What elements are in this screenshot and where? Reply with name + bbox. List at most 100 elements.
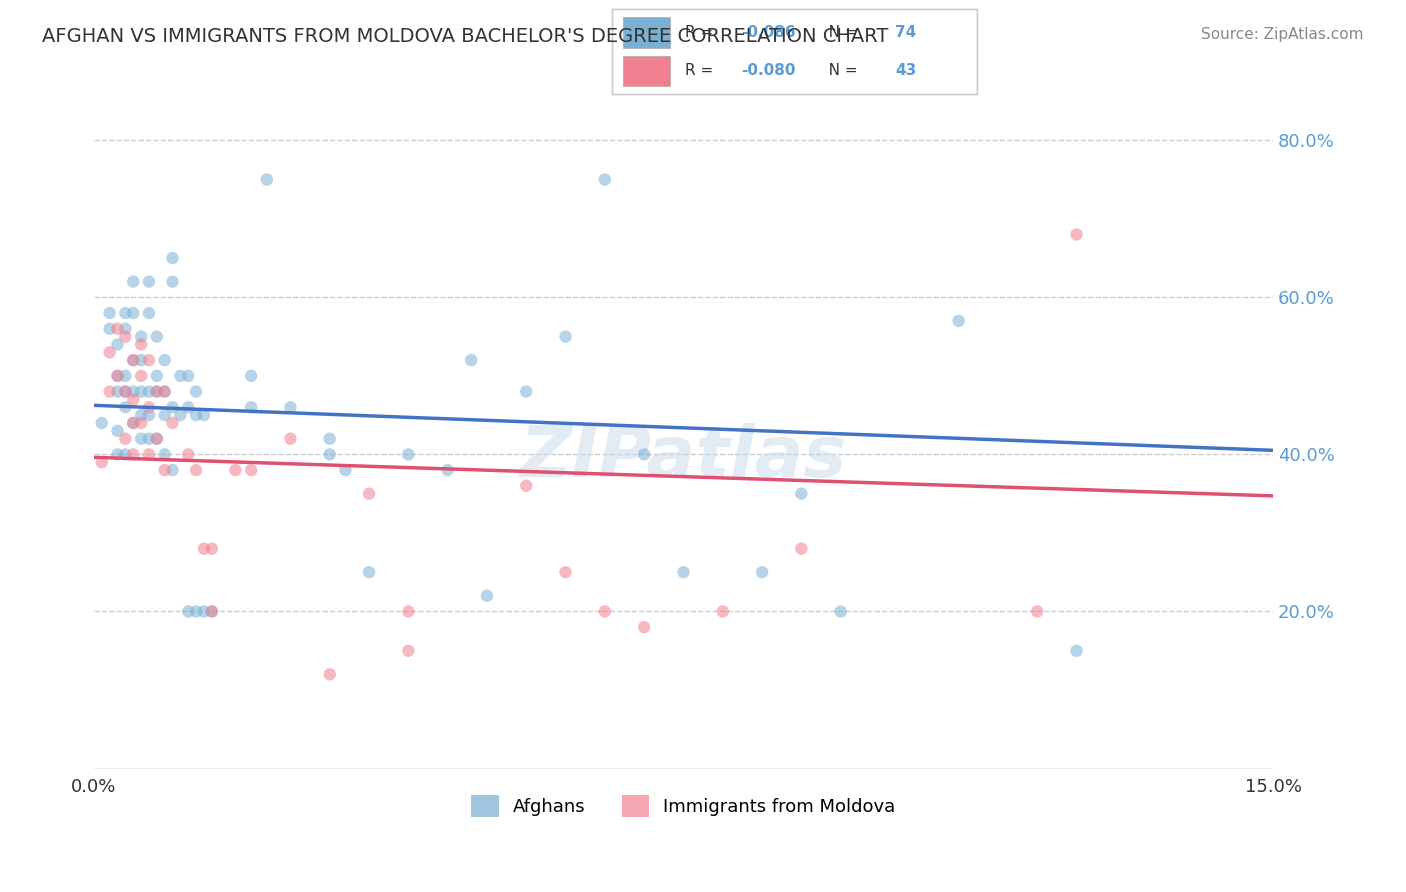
Point [114, 384, 136, 399]
Point [114, 368, 136, 383]
Point [184, 605, 207, 619]
Point [593, 172, 616, 186]
Point [633, 620, 655, 634]
Point [177, 401, 200, 415]
Text: N =: N = [814, 63, 863, 78]
Point [177, 368, 200, 383]
Text: ZIPatlas: ZIPatlas [520, 423, 848, 492]
Point [146, 432, 169, 446]
Point [475, 589, 498, 603]
Point [138, 408, 160, 422]
Point [357, 486, 380, 500]
Point [138, 275, 160, 289]
Point [90, 416, 112, 430]
Point [515, 384, 537, 399]
Text: Source: ZipAtlas.com: Source: ZipAtlas.com [1201, 27, 1364, 42]
Point [515, 479, 537, 493]
Point [138, 432, 160, 446]
Point [146, 368, 169, 383]
Point [177, 605, 200, 619]
Point [436, 463, 458, 477]
Point [184, 408, 207, 422]
Point [153, 384, 176, 399]
Point [162, 463, 184, 477]
Point [90, 455, 112, 469]
Point [129, 353, 152, 368]
Point [790, 541, 813, 556]
Point [114, 384, 136, 399]
Point [240, 401, 263, 415]
Text: N =: N = [814, 25, 863, 40]
Text: 74: 74 [896, 25, 917, 40]
Point [162, 401, 184, 415]
Point [153, 408, 176, 422]
Point [280, 432, 302, 446]
Point [201, 541, 224, 556]
Point [98, 306, 121, 320]
Point [554, 565, 576, 579]
Point [129, 408, 152, 422]
Point [593, 605, 616, 619]
Point [98, 322, 121, 336]
Point [138, 401, 160, 415]
Point [162, 416, 184, 430]
Point [129, 416, 152, 430]
Point [224, 463, 246, 477]
Point [107, 322, 129, 336]
Legend: Afghans, Immigrants from Moldova: Afghans, Immigrants from Moldova [464, 788, 903, 824]
Point [146, 384, 169, 399]
Text: R =: R = [685, 25, 718, 40]
Point [790, 486, 813, 500]
Point [107, 337, 129, 351]
Point [319, 667, 342, 681]
Point [280, 401, 302, 415]
Text: -0.080: -0.080 [741, 63, 796, 78]
Point [129, 432, 152, 446]
Point [107, 384, 129, 399]
Point [122, 353, 145, 368]
Point [98, 345, 121, 359]
Point [201, 605, 224, 619]
Point [122, 353, 145, 368]
Point [138, 306, 160, 320]
Point [357, 565, 380, 579]
Point [554, 329, 576, 343]
Bar [623, 55, 671, 86]
Point [114, 322, 136, 336]
Point [1066, 644, 1088, 658]
Point [114, 401, 136, 415]
Point [107, 424, 129, 438]
Point [107, 368, 129, 383]
Point [193, 408, 215, 422]
Point [129, 368, 152, 383]
Point [460, 353, 482, 368]
Point [107, 447, 129, 461]
Point [396, 447, 419, 461]
Point [114, 432, 136, 446]
Point [162, 275, 184, 289]
Point [1026, 605, 1049, 619]
Point [122, 447, 145, 461]
Point [122, 416, 145, 430]
Point [751, 565, 773, 579]
Point [177, 447, 200, 461]
Point [107, 368, 129, 383]
Point [153, 447, 176, 461]
Point [830, 605, 852, 619]
Point [146, 329, 169, 343]
Point [122, 416, 145, 430]
Point [114, 447, 136, 461]
Text: R =: R = [685, 63, 718, 78]
Point [153, 384, 176, 399]
Point [1066, 227, 1088, 242]
Point [184, 384, 207, 399]
Point [162, 251, 184, 265]
Point [396, 644, 419, 658]
Point [153, 353, 176, 368]
Point [129, 337, 152, 351]
Point [193, 605, 215, 619]
Point [146, 384, 169, 399]
Point [138, 353, 160, 368]
Point [672, 565, 695, 579]
Point [184, 463, 207, 477]
